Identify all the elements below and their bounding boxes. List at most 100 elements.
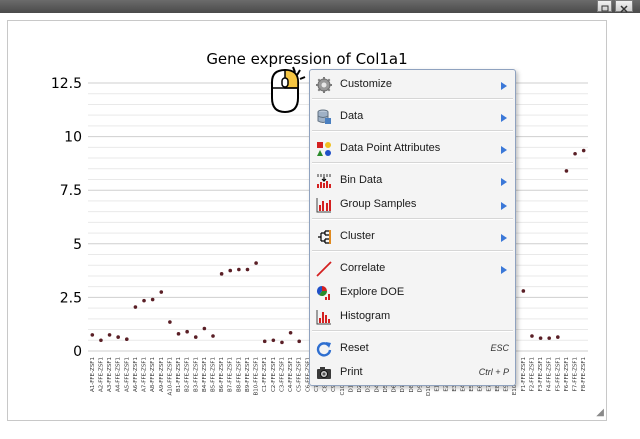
data-point[interactable] <box>142 298 146 303</box>
menu-item-print[interactable]: Print Ctrl + P <box>310 361 515 385</box>
menu-item-bin-data[interactable]: Bin Data <box>310 169 515 193</box>
menu-item-data-point-attributes[interactable]: Data Point Attributes <box>310 137 515 161</box>
data-point[interactable] <box>271 338 276 343</box>
x-tick-label: A5-FFE-ZSF1 <box>124 357 130 392</box>
close-button[interactable] <box>615 0 633 13</box>
menu-item-data[interactable]: Data <box>310 105 515 129</box>
data-point[interactable] <box>176 332 181 336</box>
x-tick-label: B8-FFE-ZSF1 <box>236 357 242 392</box>
submenu-arrow-icon <box>501 114 507 122</box>
reset-refresh-icon <box>316 342 332 357</box>
submenu-arrow-icon <box>501 178 507 186</box>
data-point[interactable] <box>228 268 233 273</box>
menu-item-correlate[interactable]: Correlate <box>310 257 515 281</box>
x-tick-label: F6-FFE-ZSF1 <box>564 357 570 391</box>
x-tick-label: B6-FFE-ZSF1 <box>219 357 225 392</box>
x-tick-label: A3-FFE-ZSF1 <box>107 357 113 392</box>
data-point[interactable] <box>193 335 198 339</box>
menu-item-cluster[interactable]: Cluster <box>310 225 515 249</box>
menu-item-group-samples[interactable]: Group Samples <box>310 193 515 217</box>
data-point[interactable] <box>538 336 543 340</box>
close-icon <box>620 5 628 13</box>
x-tick-label: B3-FFE-ZSF1 <box>193 357 199 392</box>
restore-button[interactable] <box>597 0 612 12</box>
data-point[interactable] <box>133 305 138 309</box>
y-axis: 0 2.5 5 7.5 10 12.5 <box>51 76 82 360</box>
menu-item-label: Cluster <box>340 230 375 242</box>
data-point[interactable] <box>547 336 552 340</box>
menu-item-label: Explore DOE <box>340 286 405 298</box>
menu-item-reset[interactable]: Reset ESC <box>310 337 515 361</box>
menu-item-label: Data Point Attributes <box>340 142 441 154</box>
data-point[interactable] <box>168 320 172 324</box>
menu-separator <box>312 130 513 132</box>
data-point[interactable] <box>262 339 267 344</box>
menu-item-label: Group Samples <box>340 198 417 210</box>
explore-doe-icon <box>317 286 330 300</box>
x-tick-label: C1-FFE-ZSF1 <box>262 357 268 392</box>
menu-item-explore-doe[interactable]: Explore DOE <box>310 281 515 305</box>
resize-grip-icon[interactable]: ◢ <box>596 407 604 418</box>
menu-item-shortcut: ESC <box>490 343 509 353</box>
x-tick-label: F7-FFE-ZSF1 <box>573 357 579 391</box>
data-point[interactable] <box>530 334 534 338</box>
menu-item-label: Print <box>340 366 363 378</box>
data-point[interactable] <box>202 326 207 331</box>
data-point[interactable] <box>124 337 129 342</box>
camera-icon <box>317 367 331 379</box>
data-point[interactable] <box>564 169 569 173</box>
x-tick-label: B9-FFE-ZSF1 <box>245 357 251 392</box>
data-point[interactable] <box>219 272 224 276</box>
data-point[interactable] <box>99 338 103 343</box>
data-point[interactable] <box>556 335 560 339</box>
x-tick-label: B1-FFE-ZSF1 <box>176 357 182 392</box>
context-menu: Customize Data Data Point Attributes <box>309 69 516 386</box>
data-point[interactable] <box>288 330 293 335</box>
x-tick-label: F2-FFE-ZSF1 <box>529 357 535 391</box>
data-point[interactable] <box>280 340 284 345</box>
data-point[interactable] <box>254 261 258 265</box>
x-tick-label: A6-FFE-ZSF1 <box>133 357 139 392</box>
data-point[interactable] <box>573 151 577 156</box>
menu-separator <box>312 218 513 220</box>
data-point[interactable] <box>521 289 526 293</box>
data-point[interactable] <box>90 333 95 337</box>
x-tick-label: F1-FFE-ZSF1 <box>521 357 527 391</box>
cluster-tree-icon <box>318 230 331 244</box>
submenu-arrow-icon <box>501 234 507 242</box>
window-titlebar <box>0 0 640 13</box>
data-point[interactable] <box>237 267 241 272</box>
data-point[interactable] <box>211 334 215 338</box>
menu-item-label: Reset <box>340 342 369 354</box>
data-point[interactable] <box>150 297 155 302</box>
database-icon <box>317 109 331 124</box>
menu-item-customize[interactable]: Customize <box>310 73 515 97</box>
data-point[interactable] <box>245 267 250 272</box>
y-tick-label: 0 <box>73 344 82 360</box>
x-tick-label: C6-FFE-ZSF1 <box>305 357 311 392</box>
data-point[interactable] <box>581 148 586 153</box>
y-tick-label: 7.5 <box>60 183 82 199</box>
data-point[interactable] <box>297 339 302 344</box>
group-samples-icon <box>316 198 331 213</box>
submenu-arrow-icon <box>501 266 507 274</box>
x-tick-label: B10-FFE-ZSF1 <box>254 357 260 395</box>
data-point[interactable] <box>116 335 120 339</box>
data-point[interactable] <box>185 329 189 334</box>
data-point[interactable] <box>107 333 112 337</box>
right-click-mouse-icon <box>271 66 306 114</box>
y-tick-label: 5 <box>73 237 82 253</box>
y-tick-label: 12.5 <box>51 76 82 92</box>
x-tick-label: F8-FFE-ZSF1 <box>581 357 587 391</box>
menu-separator <box>312 250 513 252</box>
x-tick-label: F5-FFE-ZSF1 <box>555 357 561 391</box>
data-points[interactable] <box>90 148 586 345</box>
x-tick-label: F4-FFE-ZSF1 <box>547 357 553 391</box>
data-point[interactable] <box>159 290 164 294</box>
y-tick-label: 10 <box>64 130 82 146</box>
x-tick-label: A7-FFE-ZSF1 <box>142 357 148 392</box>
menu-item-histogram[interactable]: Histogram <box>310 305 515 329</box>
x-tick-label: A1-FFE-ZSF1 <box>90 357 96 392</box>
x-tick-label: B5-FFE-ZSF1 <box>211 357 217 392</box>
x-tick-label: C4-FFE-ZSF1 <box>288 357 294 392</box>
